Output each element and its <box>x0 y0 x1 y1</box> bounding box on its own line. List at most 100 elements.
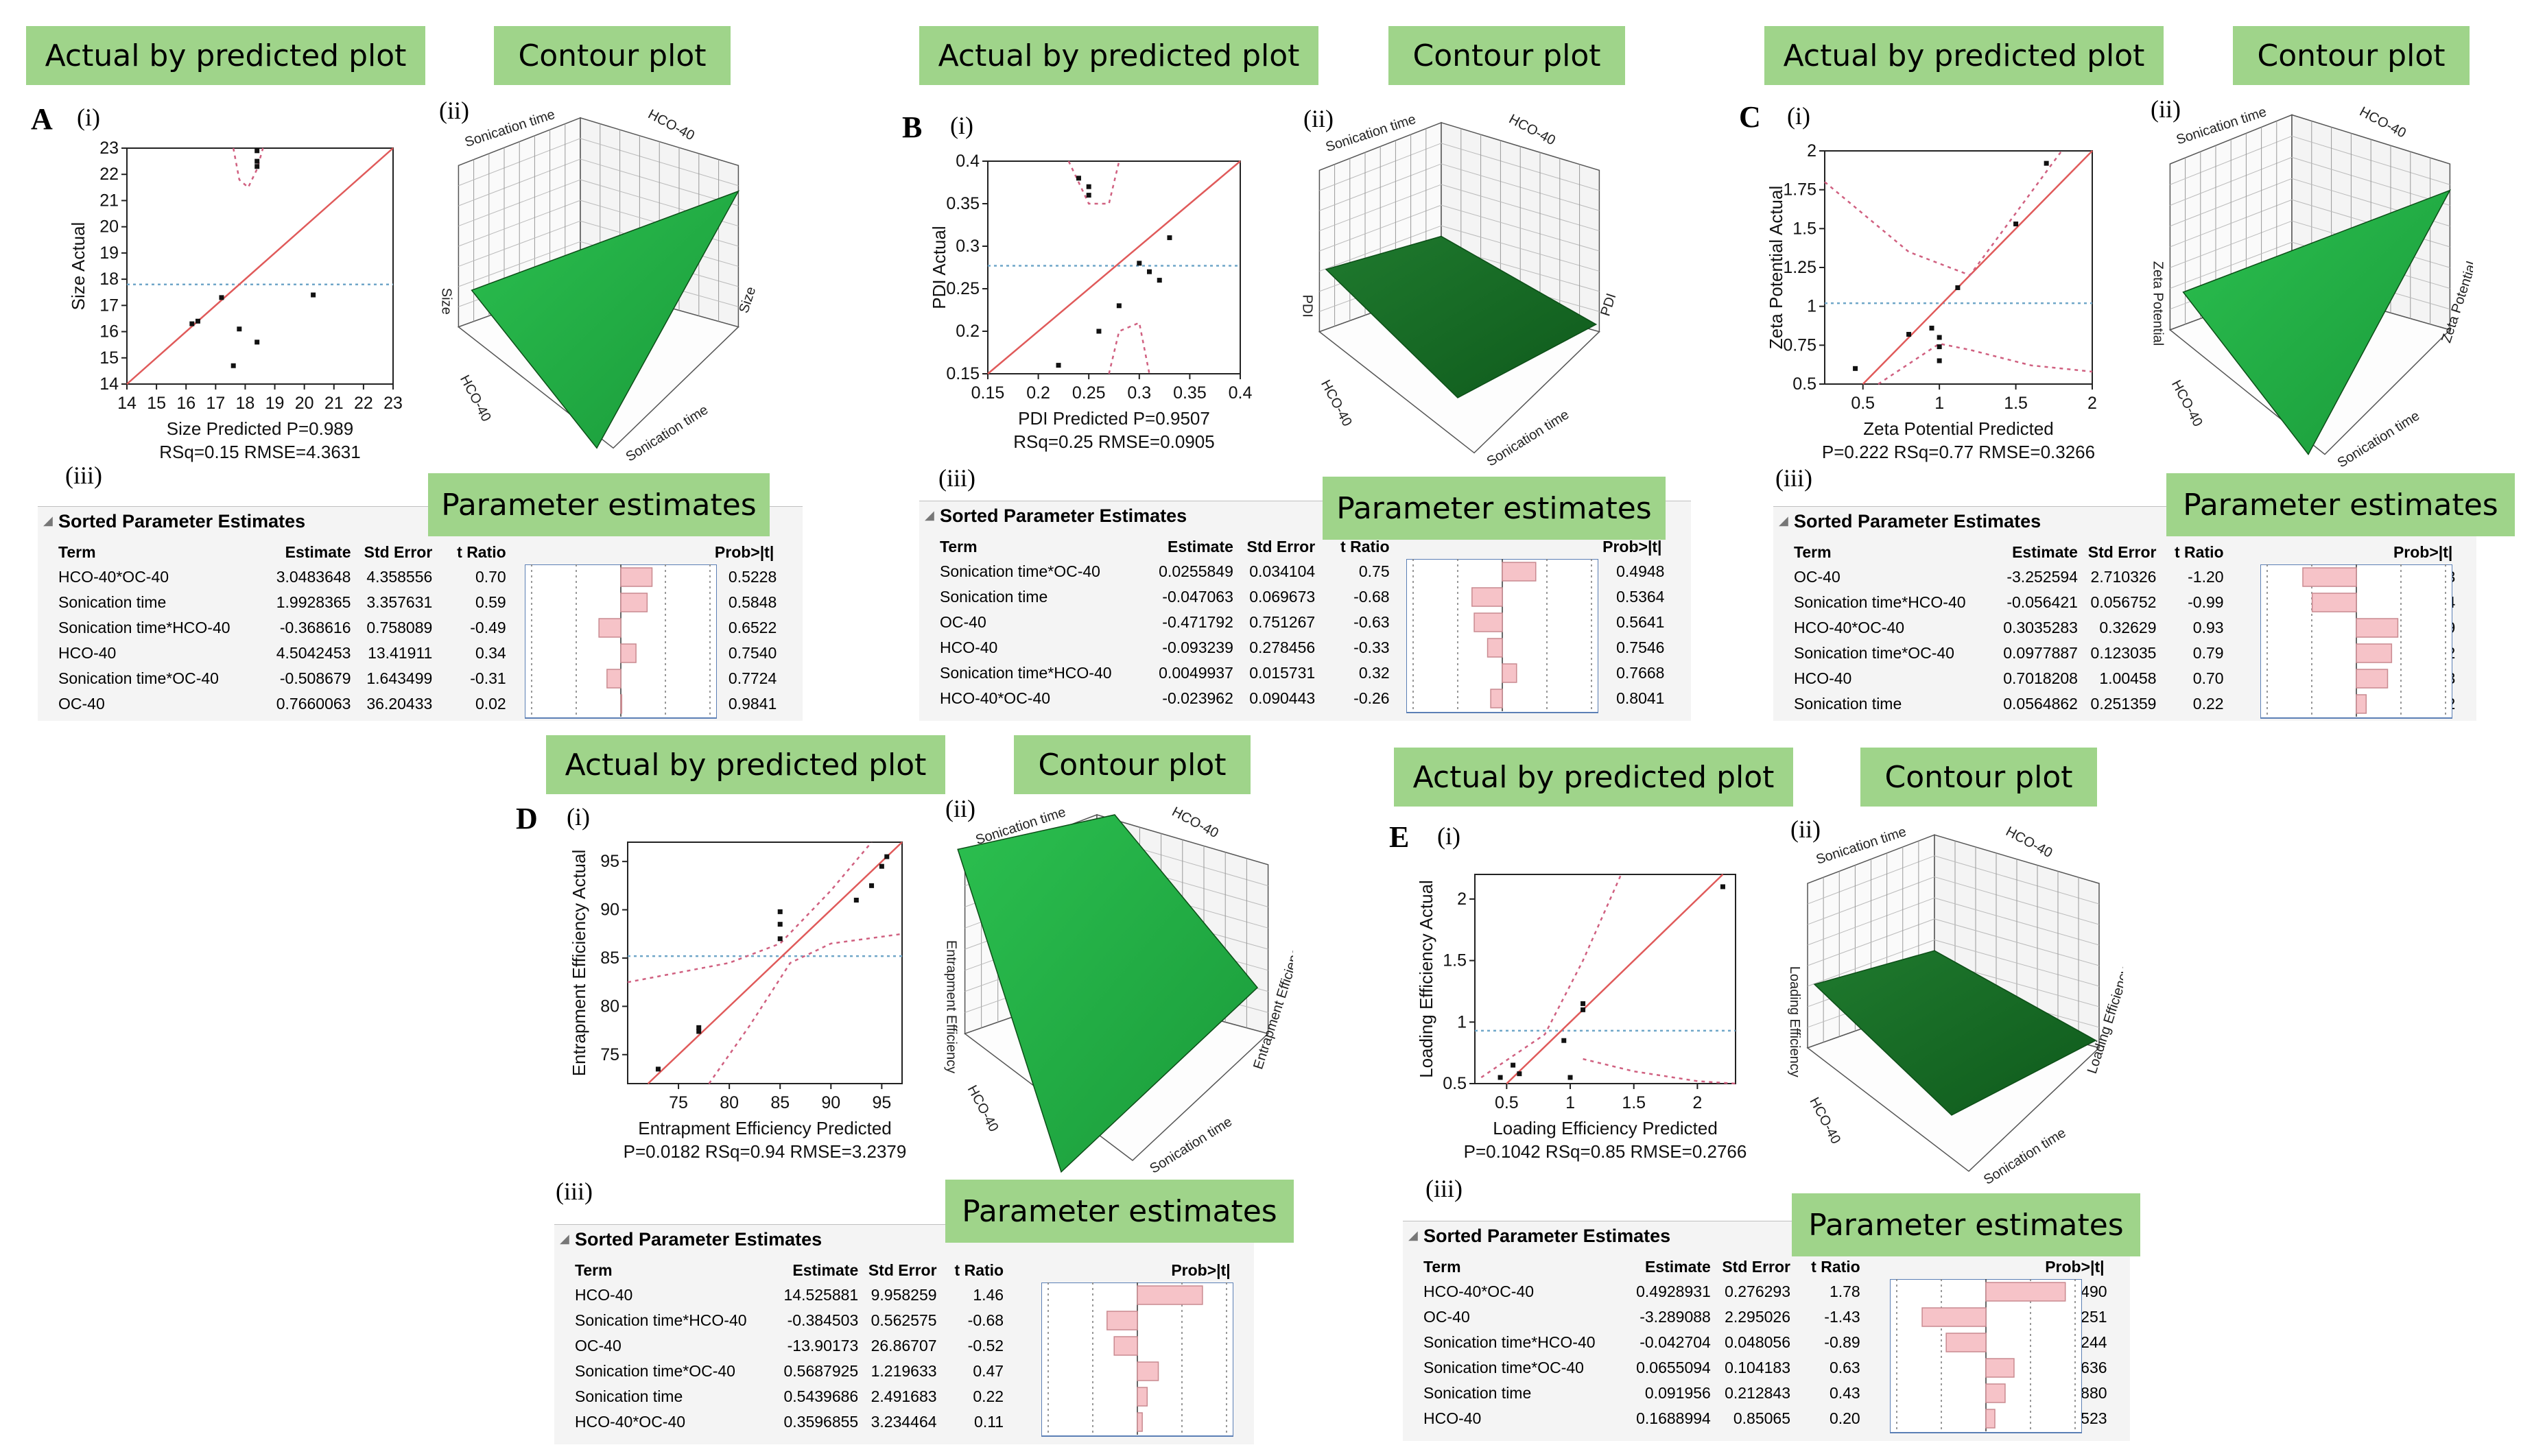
data-point <box>879 863 884 869</box>
cell-t-ratio: 0.22 <box>2192 695 2224 713</box>
data-point <box>1096 329 1102 334</box>
t-ratio-bar <box>1985 1358 2015 1378</box>
data-point <box>1498 1075 1503 1080</box>
y-tick-label: 0.5 <box>1792 374 1816 394</box>
table-row: Sonication time -0.047063 0.069673 -0.68 0.5… <box>940 584 1691 610</box>
banner-contour-d: Contour plot <box>1014 735 1251 794</box>
x-tick-label: 0.5 <box>1851 394 1875 413</box>
cell-t-ratio: 0.79 <box>2192 644 2224 662</box>
fit-stats: P=0.1042 RSq=0.85 RMSE=0.2766 <box>1464 1141 1747 1162</box>
collapse-triangle-icon[interactable]: ◢ <box>925 508 934 522</box>
response-surface <box>1813 950 2097 1116</box>
cell-term: HCO-40 <box>1423 1409 1482 1427</box>
cell-estimate: -3.289088 <box>1640 1308 1711 1326</box>
t-ratio-bar <box>1113 1336 1138 1356</box>
x-tick-label: 0.5 <box>1495 1093 1519 1112</box>
cell-std-error: 26.86707 <box>871 1337 937 1354</box>
banner-param-estimates-a: Parameter estimates <box>428 473 770 536</box>
data-point <box>2044 160 2049 166</box>
cell-term: Sonication time*HCO-40 <box>1794 593 1966 611</box>
column-header: Std Error <box>1722 1257 1791 1276</box>
cell-term: HCO-40*OC-40 <box>575 1413 686 1431</box>
fit-line <box>1862 150 2093 385</box>
cell-t-ratio: 0.93 <box>2192 619 2224 636</box>
tratio-bar-chart <box>1890 1279 2082 1433</box>
x-tick-label: 1.5 <box>2004 394 2028 413</box>
cell-std-error: 0.015731 <box>1249 664 1316 682</box>
y-tick-label: 0.3 <box>956 237 980 256</box>
y-axis-label: Size Actual <box>68 222 88 311</box>
surface-axis-label: HCO-40 <box>2003 824 2055 861</box>
cell-term: Sonication time <box>58 593 167 611</box>
data-point <box>1720 884 1725 890</box>
cell-std-error: 13.41911 <box>368 644 433 662</box>
tratio-bar-chart <box>525 564 717 719</box>
surface-axis-label: HCO-40 <box>1806 1095 1843 1147</box>
grid-line <box>1441 225 1600 272</box>
cell-estimate: -0.047063 <box>1162 588 1233 606</box>
cell-std-error: 0.32629 <box>2099 619 2157 636</box>
fit-stats: P=0.0182 RSq=0.94 RMSE=3.2379 <box>624 1141 907 1162</box>
data-point <box>1853 366 1858 371</box>
confidence-curve <box>1824 150 2063 276</box>
sub-iii-e: (iii) <box>1425 1175 1463 1202</box>
x-tick-label: 1 <box>1565 1093 1575 1112</box>
y-tick-label: 0.25 <box>946 279 980 298</box>
confidence-curve <box>1480 874 1622 1079</box>
cell-term: HCO-40*OC-40 <box>940 689 1051 707</box>
surface-axis-label: HCO-40 <box>964 1083 1002 1134</box>
grid-line <box>458 200 581 247</box>
collapse-triangle-icon[interactable]: ◢ <box>1779 514 1788 527</box>
sub-iii-b: (iii) <box>938 464 975 492</box>
y-tick-label: 1.75 <box>1783 180 1816 200</box>
cell-std-error: 2.710326 <box>2090 568 2157 586</box>
y-tick-label: 0.15 <box>946 364 980 383</box>
y-tick-label: 2 <box>1807 141 1816 160</box>
data-point <box>189 321 195 326</box>
scatter-svg: 0.5 1 1.5 2 0.5 1 1.5 2 Loading Efficiency Actua… <box>1416 874 1747 1162</box>
y-tick-label: 0.2 <box>956 322 980 341</box>
y-tick-label: 17 <box>99 296 119 315</box>
tratio-bar-chart <box>1041 1282 1233 1437</box>
cell-estimate: 4.5042453 <box>276 644 351 662</box>
data-point <box>1581 1007 1586 1012</box>
sub-ii-b: (ii) <box>1303 105 1334 132</box>
y-tick-label: 75 <box>600 1045 619 1064</box>
pe-table-d: ◢ Sorted Parameter Estimates Term Estimate S… <box>554 1224 1254 1444</box>
y-axis-label: Loading Efficiency Actual <box>1416 880 1436 1078</box>
cell-std-error: 1.643499 <box>366 669 433 687</box>
cell-term: Sonication time*OC-40 <box>575 1362 735 1380</box>
collapse-triangle-icon[interactable]: ◢ <box>560 1232 569 1245</box>
t-ratio-bar <box>2356 643 2393 663</box>
cell-std-error: 0.751267 <box>1249 613 1316 631</box>
cell-t-ratio: -0.63 <box>1353 613 1390 631</box>
response-surface <box>2182 189 2452 455</box>
cell-estimate: -0.471792 <box>1162 613 1233 631</box>
cell-term: HCO-40 <box>575 1286 633 1304</box>
data-point <box>195 318 200 324</box>
collapse-triangle-icon[interactable]: ◢ <box>1408 1228 1418 1242</box>
cell-t-ratio: -0.89 <box>1824 1333 1860 1351</box>
collapse-triangle-icon[interactable]: ◢ <box>43 514 53 527</box>
banner-param-estimates-d: Parameter estimates <box>945 1180 1294 1243</box>
data-point <box>254 148 260 154</box>
y-tick-label: 14 <box>99 374 119 394</box>
y-tick-label: 1.5 <box>1443 951 1467 970</box>
data-point <box>230 363 236 368</box>
scatter-panel-e: 0.5 1 1.5 2 0.5 1 1.5 2 Loading Efficiency Actua… <box>1393 857 1777 1173</box>
t-ratio-bar <box>2302 567 2357 587</box>
x-tick-label: 21 <box>324 394 344 413</box>
data-point <box>2013 222 2019 227</box>
data-point <box>237 326 242 332</box>
cell-term: OC-40 <box>58 695 105 713</box>
banner-actual-by-predicted-c: Actual by predicted plot <box>1764 26 2164 85</box>
cell-prob: 0.5848 <box>728 593 777 611</box>
surface-axis-label: Loading Efficiency <box>1787 966 1802 1077</box>
column-header <box>1860 1254 2045 1279</box>
x-tick-label: 19 <box>265 394 285 413</box>
grid-line <box>458 220 581 267</box>
cell-std-error: 0.562575 <box>871 1311 937 1329</box>
